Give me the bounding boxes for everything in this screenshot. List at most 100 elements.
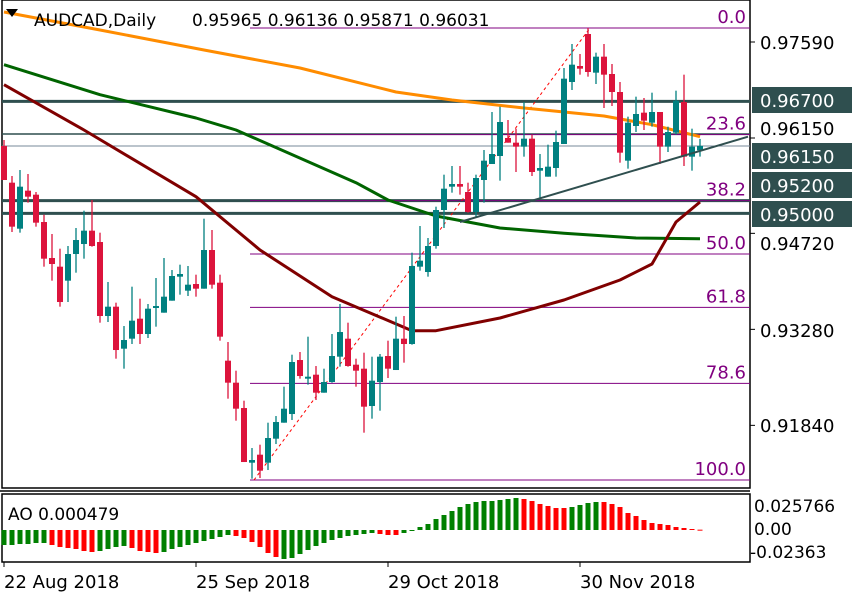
ao-bar xyxy=(617,507,623,530)
price-label-box xyxy=(752,172,852,198)
fib-level-label: 50.0 xyxy=(706,233,746,254)
bull-candle xyxy=(329,356,335,383)
ao-bar xyxy=(129,530,135,548)
fib-level-label: 100.0 xyxy=(694,459,746,480)
bear-candle xyxy=(617,92,623,153)
ao-bar xyxy=(33,530,39,543)
bull-candle xyxy=(281,408,287,423)
ao-bar xyxy=(65,530,71,548)
fib-level-label: 78.6 xyxy=(706,362,746,383)
ao-bar xyxy=(249,530,255,542)
bear-candle xyxy=(505,138,511,143)
ao-bar xyxy=(409,530,415,531)
price-tick-label: 0.94720 xyxy=(760,234,834,255)
ao-bar xyxy=(553,508,559,530)
candles xyxy=(1,27,703,479)
bull-candle xyxy=(569,64,575,83)
ao-bar xyxy=(537,504,543,530)
bear-candle xyxy=(361,368,367,407)
ao-bar xyxy=(225,530,231,535)
bull-candle xyxy=(665,132,671,147)
bear-candle xyxy=(681,102,687,157)
bull-candle xyxy=(65,254,71,281)
bull-candle xyxy=(377,356,383,383)
bear-candle xyxy=(1,146,7,181)
bull-candle xyxy=(697,145,703,151)
ao-bar xyxy=(209,530,215,539)
ao-bar xyxy=(489,501,495,530)
bear-candle xyxy=(529,138,535,173)
ao-bar xyxy=(89,530,95,552)
ao-bar xyxy=(465,504,471,530)
price-label: 0.96150 xyxy=(760,147,834,168)
bull-candle xyxy=(417,260,423,267)
bear-candle xyxy=(113,306,119,351)
ao-bar xyxy=(9,530,15,545)
ao-bar xyxy=(473,502,479,530)
ao-bar xyxy=(697,529,703,531)
price-axis[interactable]: 0.97590 0.96150 0.94720 0.93280 0.91840 xyxy=(750,33,834,437)
bull-candle xyxy=(633,114,639,127)
support-trendline[interactable] xyxy=(459,135,749,223)
price-tick-label: 0.93280 xyxy=(760,321,834,342)
bull-candle xyxy=(321,382,327,393)
ao-bar xyxy=(345,530,351,536)
bull-candle xyxy=(273,422,279,439)
symbol-label: AUDCAD,Daily xyxy=(34,11,156,31)
ao-bar xyxy=(81,530,87,551)
ao-max-label: 0.025766 xyxy=(754,497,835,517)
ao-bar xyxy=(289,530,295,558)
ao-bar xyxy=(401,530,407,533)
bull-candle xyxy=(369,380,375,407)
ao-bar xyxy=(169,530,175,549)
ao-bar xyxy=(481,501,487,530)
ao-bar xyxy=(305,530,311,550)
bull-candle xyxy=(545,166,551,177)
bear-candle xyxy=(225,360,231,383)
ma-darkred-line xyxy=(3,83,701,333)
bull-candle xyxy=(265,438,271,463)
ao-bar xyxy=(329,530,335,540)
bull-candle xyxy=(17,186,23,229)
bull-candle xyxy=(73,240,79,255)
ao-bar xyxy=(233,530,239,536)
ao-bar xyxy=(241,530,247,538)
ao-bar xyxy=(681,528,687,530)
ao-bar xyxy=(441,515,447,530)
price-label: 0.95200 xyxy=(760,176,834,197)
price-label-box xyxy=(752,87,852,113)
ao-bar xyxy=(185,530,191,545)
bull-candle xyxy=(489,154,495,165)
price-panel[interactable]: 0.0 23.6 38.2 50.0 61.8 78.6 100.0 xyxy=(1,0,751,489)
ao-bar xyxy=(609,504,615,530)
bull-candle xyxy=(153,306,159,309)
bear-candle xyxy=(345,338,351,367)
bull-candle xyxy=(537,168,543,171)
bear-candle xyxy=(601,56,607,75)
time-axis[interactable]: 22 Aug 2018 25 Sep 2018 29 Oct 2018 30 Nov … xyxy=(3,562,695,593)
bull-candle xyxy=(553,142,559,169)
bear-candle xyxy=(297,360,303,377)
ao-bar xyxy=(369,530,375,533)
time-tick-label: 25 Sep 2018 xyxy=(196,572,310,593)
bull-candle xyxy=(249,460,255,463)
price-label: 0.96700 xyxy=(760,91,834,112)
bull-candle xyxy=(177,274,183,277)
ao-bar xyxy=(449,511,455,530)
ao-bar xyxy=(417,527,423,530)
fib-trend-line[interactable] xyxy=(253,27,591,481)
ao-bar xyxy=(113,530,119,547)
bull-candle xyxy=(521,138,527,147)
ao-bar xyxy=(17,530,23,544)
bull-candle xyxy=(481,160,487,181)
ao-min-label: -0.02363 xyxy=(750,543,826,563)
ao-bar xyxy=(321,530,327,543)
ao-bar xyxy=(1,530,7,545)
bull-candle xyxy=(337,332,343,357)
triangle-down-icon[interactable] xyxy=(6,9,18,17)
ao-bar xyxy=(49,530,55,545)
bear-candle xyxy=(193,284,199,289)
ao-bar xyxy=(353,530,359,535)
bull-candle xyxy=(673,100,679,133)
